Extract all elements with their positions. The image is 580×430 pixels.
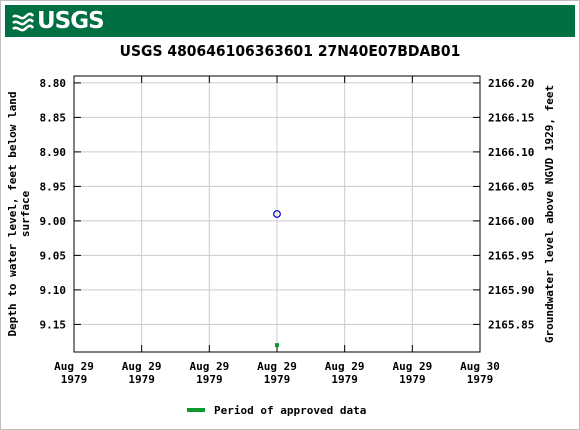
x-tick-label-date: Aug 29: [54, 360, 94, 373]
y-tick-label-right: 2165.95: [488, 249, 534, 262]
x-tick-label-year: 1979: [331, 373, 358, 386]
x-tick-label-year: 1979: [196, 373, 223, 386]
marks-layer: [273, 210, 281, 348]
x-tick-label-date: Aug 29: [392, 360, 432, 373]
y-axis-label-left: Depth to water level, feet below landsur…: [6, 91, 32, 336]
y-tick-label-left: 9.05: [40, 249, 67, 262]
x-tick-label-year: 1979: [61, 373, 88, 386]
x-tick-label-year: 1979: [264, 373, 291, 386]
usgs-wave-logo-icon: [12, 12, 34, 32]
x-tick-label-date: Aug 29: [189, 360, 229, 373]
x-tick-label-date: Aug 29: [325, 360, 365, 373]
data-point-measurement: [273, 210, 281, 218]
x-tick-label-date: Aug 29: [257, 360, 297, 373]
y-tick-label-right: 2166.05: [488, 180, 534, 193]
y-tick-label-right: 2166.20: [488, 77, 534, 90]
legend-label: Period of approved data: [214, 403, 367, 417]
y-tick-label-left: 9.10: [40, 284, 67, 297]
data-point-approved-period: [275, 343, 279, 348]
usgs-logo-text: USGS: [37, 8, 105, 34]
y-axis-label-right: Groundwater level above NGVD 1929, feet: [543, 85, 556, 343]
y-tick-label-left: 8.85: [40, 111, 67, 124]
x-tick-label-year: 1979: [399, 373, 426, 386]
x-tick-label-year: 1979: [467, 373, 494, 386]
y-tick-label-right: 2165.85: [488, 318, 534, 331]
y-tick-label-left: 8.90: [40, 146, 67, 159]
y-tick-label-right: 2166.00: [488, 215, 534, 228]
x-tick-label-year: 1979: [128, 373, 155, 386]
y-tick-label-right: 2165.90: [488, 284, 534, 297]
x-tick-label-date: Aug 30: [460, 360, 500, 373]
ticks-layer: 8.80 8.85 8.90 8.95 9.00 9.05 9.10 9.15 2166.20 2…: [40, 76, 534, 386]
y-tick-label-left: 8.95: [40, 180, 67, 193]
y-tick-label-left: 8.80: [40, 77, 67, 90]
usgs-logo[interactable]: USGS: [12, 8, 105, 34]
grid-layer: [74, 76, 480, 352]
y-tick-label-right: 2166.10: [488, 146, 534, 159]
usgs-header-banner: USGS: [5, 5, 575, 37]
chart-title: USGS 480646106363601 27N40E07BDAB01: [119, 42, 461, 60]
x-tick-label-date: Aug 29: [122, 360, 162, 373]
y-tick-label-right: 2166.15: [488, 111, 534, 124]
y-tick-label-left: 9.00: [40, 215, 67, 228]
y-tick-label-left: 9.15: [40, 318, 67, 331]
legend-swatch-approved: [187, 408, 205, 412]
legend: Period of approved data: [187, 402, 366, 418]
